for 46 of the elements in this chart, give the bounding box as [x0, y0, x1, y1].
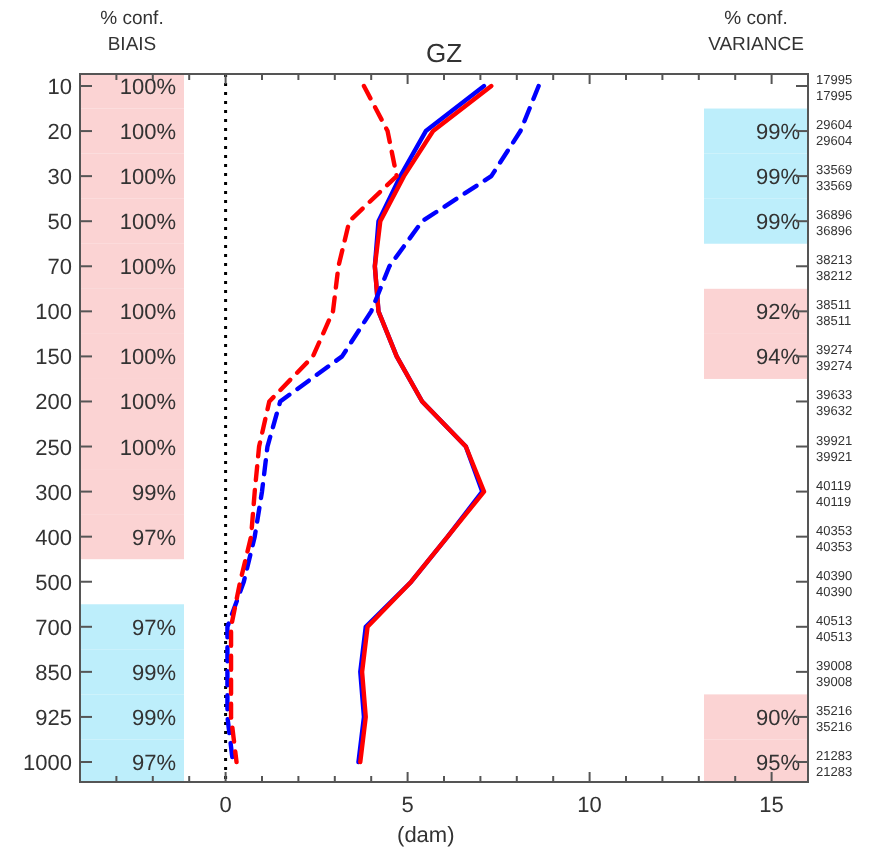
y-tick-label: 30 — [47, 166, 72, 191]
x-tick-label: 10 — [577, 794, 602, 818]
y-tick-label: 200 — [35, 391, 72, 416]
text: % conf. VARIANCE — [708, 8, 804, 56]
band-label: 94% — [755, 346, 801, 371]
band-label: 100% — [119, 301, 177, 326]
band-label: 95% — [755, 752, 801, 776]
y-tick-label: 850 — [35, 661, 72, 686]
x-axis-title: (dam) — [397, 824, 455, 848]
band-label: 99% — [131, 661, 177, 686]
chart-title: GZ — [425, 38, 463, 68]
x-tick-label: 15 — [759, 794, 784, 818]
x-tick-label: 0 — [219, 794, 232, 818]
band-label: 100% — [119, 121, 177, 146]
text: % conf. BIAIS — [100, 8, 164, 56]
band-label: 90% — [755, 706, 801, 731]
y-tick-label: 400 — [35, 526, 72, 551]
x-tick-label: 5 — [401, 794, 414, 818]
band-label: 99% — [755, 166, 801, 191]
y-tick-label: 1000 — [23, 752, 72, 776]
band-label: 99% — [131, 481, 177, 506]
band-label: 100% — [119, 346, 177, 371]
band-label: 97% — [131, 526, 177, 551]
band-label: 100% — [119, 436, 177, 461]
y-tick-label: 925 — [35, 706, 72, 731]
y-tick-label: 500 — [35, 571, 72, 596]
y-tick-label: 50 — [47, 211, 72, 236]
band-label: 100% — [119, 211, 177, 236]
band-label: 97% — [131, 752, 177, 776]
y-tick-label: 250 — [35, 436, 72, 461]
band-label: 99% — [131, 706, 177, 731]
y-tick-label: 300 — [35, 481, 72, 506]
band-label: 99% — [755, 121, 801, 146]
band-label: 92% — [755, 301, 801, 326]
y-tick-label: 700 — [35, 616, 72, 641]
band-label: 100% — [119, 256, 177, 281]
y-tick-label: 70 — [47, 256, 72, 281]
band-label: 97% — [131, 616, 177, 641]
band-label: 99% — [755, 211, 801, 236]
y-tick-label: 100 — [35, 301, 72, 326]
band-label: 100% — [119, 391, 177, 416]
y-tick-label: 10 — [47, 76, 72, 100]
y-tick-label: 150 — [35, 346, 72, 371]
band-label: 100% — [119, 166, 177, 191]
y-tick-label: 20 — [47, 121, 72, 146]
band-label: 100% — [119, 76, 177, 100]
